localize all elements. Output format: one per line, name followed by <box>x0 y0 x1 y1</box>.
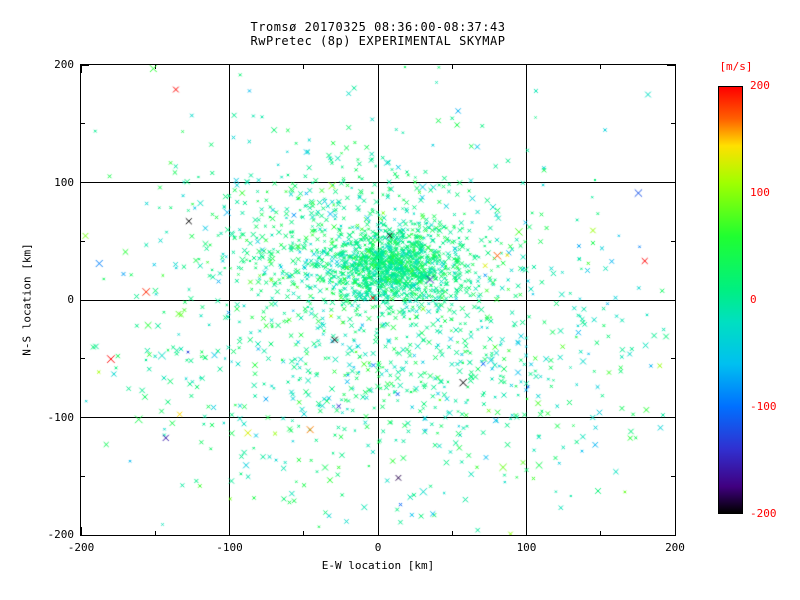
colorbar-tick-label: 200 <box>750 79 770 92</box>
axis-tick <box>81 534 89 536</box>
x-axis-label: E-W location [km] <box>321 559 435 572</box>
colorbar-title: [m/s] <box>719 60 753 73</box>
y-tick-label: 0 <box>67 293 74 306</box>
y-tick-label: 200 <box>54 58 74 71</box>
x-tick-label: 200 <box>665 541 685 554</box>
colorbar-tick-label: -200 <box>750 507 777 520</box>
scatter-canvas <box>81 65 675 535</box>
colorbar-tick-label: -100 <box>750 400 777 413</box>
x-tick-label: 100 <box>516 541 537 554</box>
x-tick-label: -100 <box>216 541 243 554</box>
y-tick-label: -100 <box>47 410 75 424</box>
figure-header: Tromsø 20170325 08:36:00-08:37:43 RwPret… <box>80 20 676 48</box>
y-tick-label: 100 <box>54 175 74 189</box>
x-tick-label: -200 <box>67 541 95 554</box>
figure-subtitle: RwPretec (8p) EXPERIMENTAL SKYMAP <box>250 34 506 48</box>
colorbar-tick-label: 100 <box>750 186 770 199</box>
axis-tick <box>674 65 676 73</box>
figure-title: Tromsø 20170325 08:36:00-08:37:43 <box>250 20 506 34</box>
colorbar <box>718 86 743 514</box>
y-tick-label: -200 <box>47 528 75 541</box>
axis-tick <box>674 527 676 535</box>
plot-area <box>80 64 676 536</box>
axis-tick <box>667 534 675 536</box>
colorbar-tick-label: 0 <box>750 293 757 306</box>
x-tick-label: 0 <box>374 541 382 554</box>
